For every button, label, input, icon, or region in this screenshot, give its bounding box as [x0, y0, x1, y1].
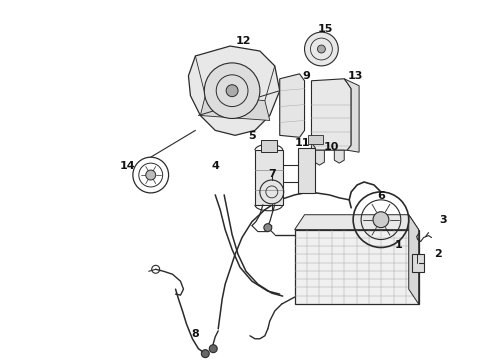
Text: 1: 1: [395, 240, 403, 251]
Text: 6: 6: [377, 191, 385, 201]
Text: 9: 9: [303, 71, 311, 81]
Polygon shape: [334, 150, 344, 163]
Text: 8: 8: [192, 329, 199, 339]
Text: 3: 3: [440, 215, 447, 225]
Bar: [308, 135, 323, 144]
Circle shape: [373, 212, 389, 228]
Text: 14: 14: [120, 161, 136, 171]
Polygon shape: [344, 79, 359, 152]
Text: 4: 4: [211, 161, 219, 171]
Polygon shape: [312, 79, 351, 150]
Text: 12: 12: [235, 36, 251, 46]
Polygon shape: [409, 215, 418, 304]
Bar: [297, 148, 316, 193]
Circle shape: [318, 45, 325, 53]
Text: 11: 11: [295, 138, 310, 148]
Polygon shape: [189, 46, 280, 135]
Circle shape: [209, 345, 217, 353]
Bar: [255, 150, 283, 205]
Polygon shape: [294, 215, 418, 230]
Text: 13: 13: [347, 71, 363, 81]
Circle shape: [201, 350, 209, 357]
Polygon shape: [294, 230, 418, 304]
Circle shape: [305, 32, 338, 66]
Circle shape: [264, 224, 272, 231]
Bar: [412, 255, 424, 272]
Circle shape: [204, 63, 260, 118]
Circle shape: [146, 170, 156, 180]
Polygon shape: [280, 74, 305, 137]
Text: 2: 2: [435, 249, 442, 260]
Polygon shape: [200, 96, 270, 121]
Polygon shape: [315, 150, 324, 165]
Text: 10: 10: [323, 142, 339, 152]
Circle shape: [226, 85, 238, 96]
Text: 5: 5: [248, 131, 256, 141]
Bar: [261, 140, 277, 152]
Text: 7: 7: [268, 169, 276, 179]
Text: 15: 15: [318, 24, 333, 34]
